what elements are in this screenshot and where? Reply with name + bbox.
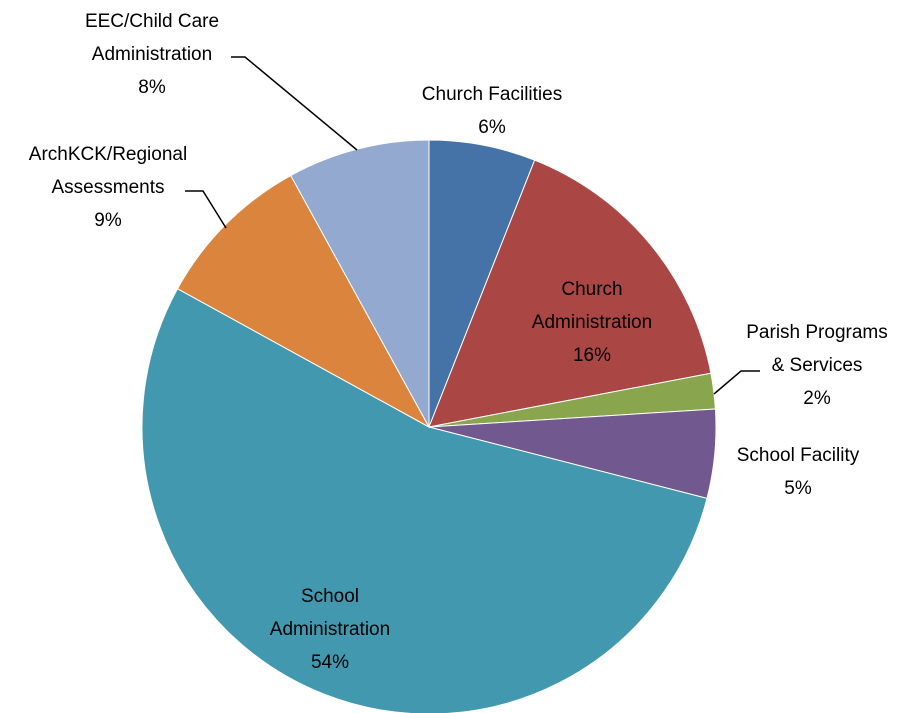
slice-label: EEC/Child Care Administration 8% xyxy=(85,11,219,98)
leader-line xyxy=(185,190,227,229)
slice-label: Church Facilities 6% xyxy=(422,84,562,138)
slice-name-label: ArchKCK/Regional xyxy=(29,144,187,165)
slice-percent-label: 5% xyxy=(784,478,812,499)
slice-label: Church Administration 16% xyxy=(532,279,652,366)
slice-name-label: Administration xyxy=(532,312,652,333)
slice-percent-label: 54% xyxy=(311,652,349,673)
slice-label: School Administration 54% xyxy=(270,586,390,673)
leader-lines xyxy=(185,56,760,395)
slice-name-label: Administration xyxy=(270,619,390,640)
slice-percent-label: 8% xyxy=(138,77,166,98)
slice-labels: Church Facilities 6% Church Administration 1… xyxy=(29,11,888,673)
pie-slice-school-administration xyxy=(141,288,708,713)
slice-percent-label: 9% xyxy=(94,210,122,231)
pie-slices xyxy=(141,139,717,713)
slice-label: ArchKCK/Regional Assessments 9% xyxy=(29,144,187,231)
pie-slice-eec-child-care-administration xyxy=(290,139,430,428)
slice-label: Parish Programs & Services 2% xyxy=(746,322,888,409)
pie-slice-church-administration xyxy=(428,159,712,428)
slice-name-label: School Facility xyxy=(737,445,860,466)
slice-label: School Facility 5% xyxy=(737,445,860,499)
slice-name-label: Parish Programs xyxy=(746,322,888,343)
leader-line xyxy=(231,56,358,151)
slice-name-label: Administration xyxy=(92,44,212,65)
slice-percent-label: 16% xyxy=(573,345,611,366)
slice-percent-label: 2% xyxy=(803,388,831,409)
slice-name-label: EEC/Child Care xyxy=(85,11,219,32)
leader-line xyxy=(713,370,760,395)
pie-slice-archkck-regional-assessments xyxy=(176,174,431,429)
slice-name-label: Church Facilities xyxy=(422,84,562,105)
slice-percent-label: 6% xyxy=(478,117,506,138)
slice-name-label: School xyxy=(301,586,359,607)
slice-name-label: Assessments xyxy=(52,177,165,198)
slice-name-label: & Services xyxy=(772,355,863,376)
slice-name-label: Church xyxy=(561,279,622,300)
